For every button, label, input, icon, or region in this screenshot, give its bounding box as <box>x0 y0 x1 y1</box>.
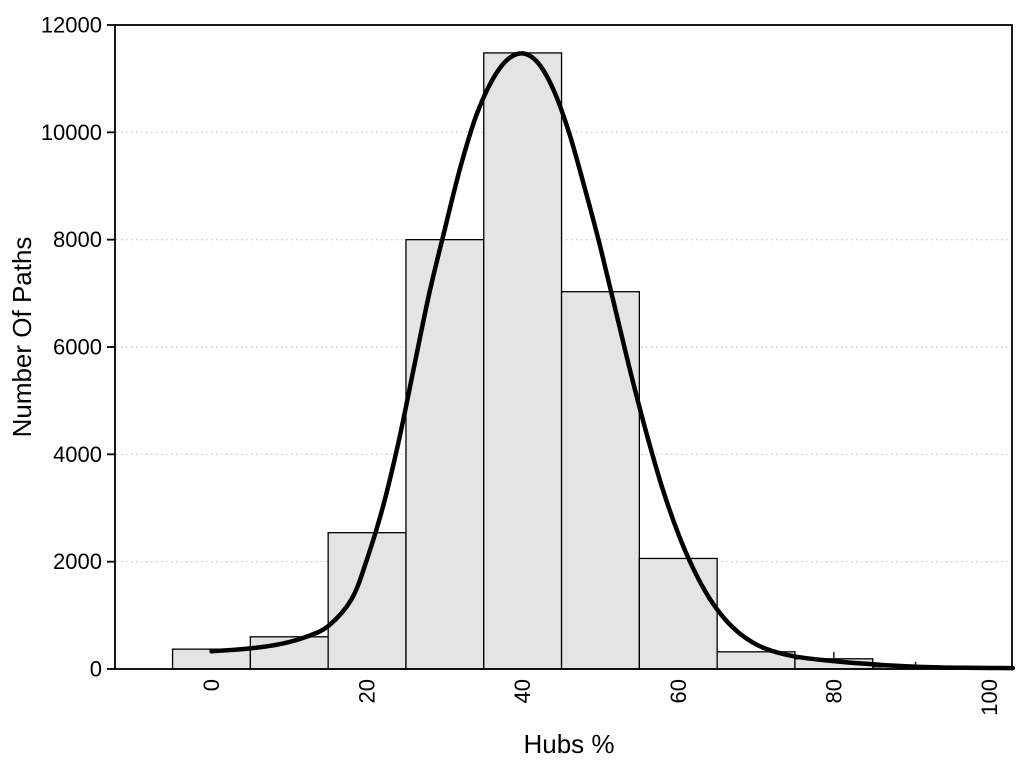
y-tick-label: 10000 <box>41 120 102 145</box>
histogram-bar <box>560 291 641 670</box>
x-tick-label: 20 <box>355 679 380 703</box>
y-tick-label: 12000 <box>41 13 102 38</box>
x-axis-label: Hubs % <box>523 729 614 759</box>
y-tick-label: 4000 <box>53 442 102 467</box>
y-tick-label: 6000 <box>53 335 102 360</box>
histogram-bar <box>405 239 485 670</box>
y-tick-label: 8000 <box>53 227 102 252</box>
x-tick-label: 100 <box>977 679 1002 716</box>
x-tick-label: 0 <box>199 679 224 691</box>
histogram-bar <box>638 557 718 670</box>
y-tick-label: 0 <box>90 657 102 682</box>
x-tick-label: 40 <box>510 679 535 703</box>
x-tick-label: 80 <box>821 679 846 703</box>
x-tick-label: 60 <box>666 679 691 703</box>
density-curve <box>209 51 1016 671</box>
histogram-bar <box>483 52 563 670</box>
y-tick-label: 2000 <box>53 549 102 574</box>
y-axis-label: Number Of Paths <box>7 237 37 438</box>
